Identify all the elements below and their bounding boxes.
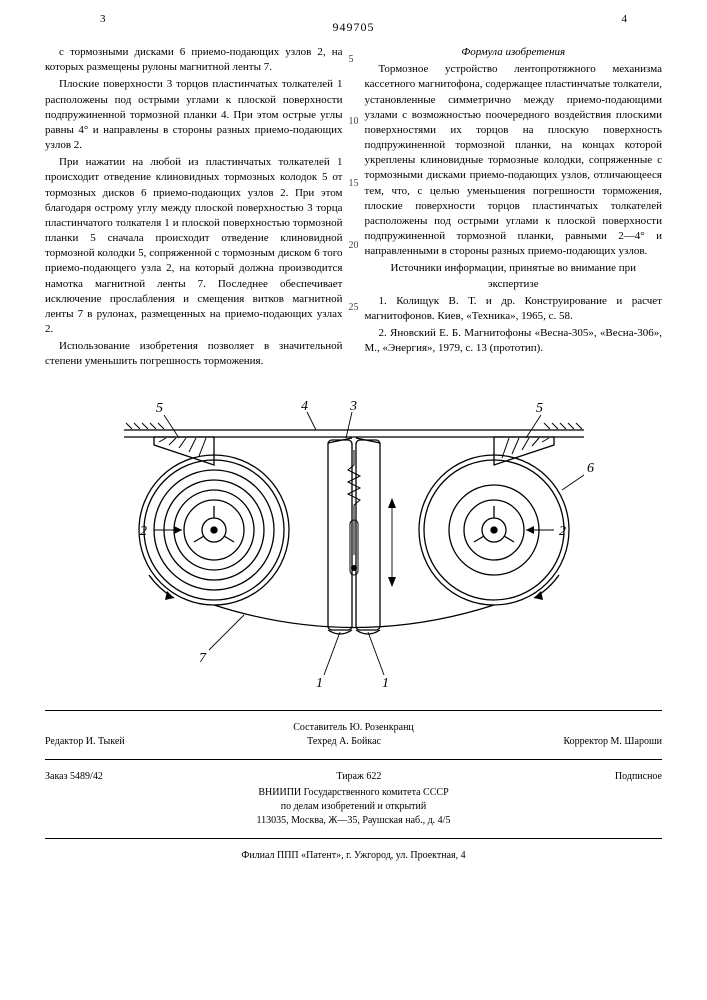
document-number: 949705 [45,20,662,35]
source-reference: 1. Колищук В. Т. и др. Конструирование и… [365,294,663,324]
meta-vniipi-2: по делам изобретений и открытий [45,800,662,814]
figure: 5 4 3 5 2 2 6 7 1 1 [45,390,662,700]
label-1-right: 1 [382,676,389,691]
line-marker: 5 [349,55,359,65]
divider [45,710,662,711]
paragraph: При нажатии на любой из пластинчатых тол… [45,155,343,337]
publication-metadata: Составитель Ю. Розенкранц Редактор И. Ты… [45,721,662,863]
label-2-left: 2 [140,524,147,539]
page: 3 4 949705 5 10 15 20 25 с тормозными ди… [0,0,707,1000]
label-6: 6 [587,461,594,476]
paragraph: Плоские поверхности 3 торцов пластинчаты… [45,77,343,153]
label-3: 3 [349,399,357,414]
meta-zakaz: Заказ 5489/42 [45,770,103,784]
meta-podpisnoe: Подписное [615,770,662,784]
claim-title: Формула изобретения [365,45,663,60]
source-reference: 2. Яновский Е. Б. Магнитофоны «Весна-305… [365,326,663,356]
mechanism-diagram: 5 4 3 5 2 2 6 7 1 1 [94,390,614,700]
label-5-right: 5 [536,401,543,416]
meta-vniipi-3: 113035, Москва, Ж—35, Раушская наб., д. … [45,814,662,828]
divider [45,759,662,760]
line-marker: 15 [349,179,359,189]
meta-korrektor: Корректор М. Шароши [563,735,662,749]
right-column: Формула изобретения Тормозное устройство… [365,45,663,372]
label-7: 7 [199,651,207,666]
meta-filial: Филиал ППП «Патент», г. Ужгород, ул. Про… [45,849,662,863]
meta-vniipi-1: ВНИИПИ Государственного комитета СССР [45,786,662,800]
line-marker: 20 [349,241,359,251]
claim-text: Тормозное устройство лентопротяжного мех… [365,62,663,259]
label-5-left: 5 [156,401,163,416]
line-marker: 25 [349,303,359,313]
label-2-right: 2 [559,524,566,539]
meta-sostavitel: Составитель Ю. Розенкранц [45,721,662,735]
meta-tirazh: Тираж 622 [336,770,381,784]
left-column: с тормозными дисками 6 приемо-подающих у… [45,45,343,372]
line-number-ruler: 5 10 15 20 25 [349,55,359,313]
paragraph: с тормозными дисками 6 приемо-подающих у… [45,45,343,75]
label-4: 4 [301,399,308,414]
paragraph: Использование изобретения позволяет в зн… [45,339,343,369]
page-number-right: 4 [622,13,628,25]
line-marker: 10 [349,117,359,127]
meta-tehred: Техред А. Бойкас [307,735,381,749]
page-number-left: 3 [100,13,106,25]
divider [45,838,662,839]
sources-title: Источники информации, принятые во вниман… [365,261,663,291]
meta-redaktor: Редактор И. Тыкей [45,735,125,749]
label-1-left: 1 [316,676,323,691]
